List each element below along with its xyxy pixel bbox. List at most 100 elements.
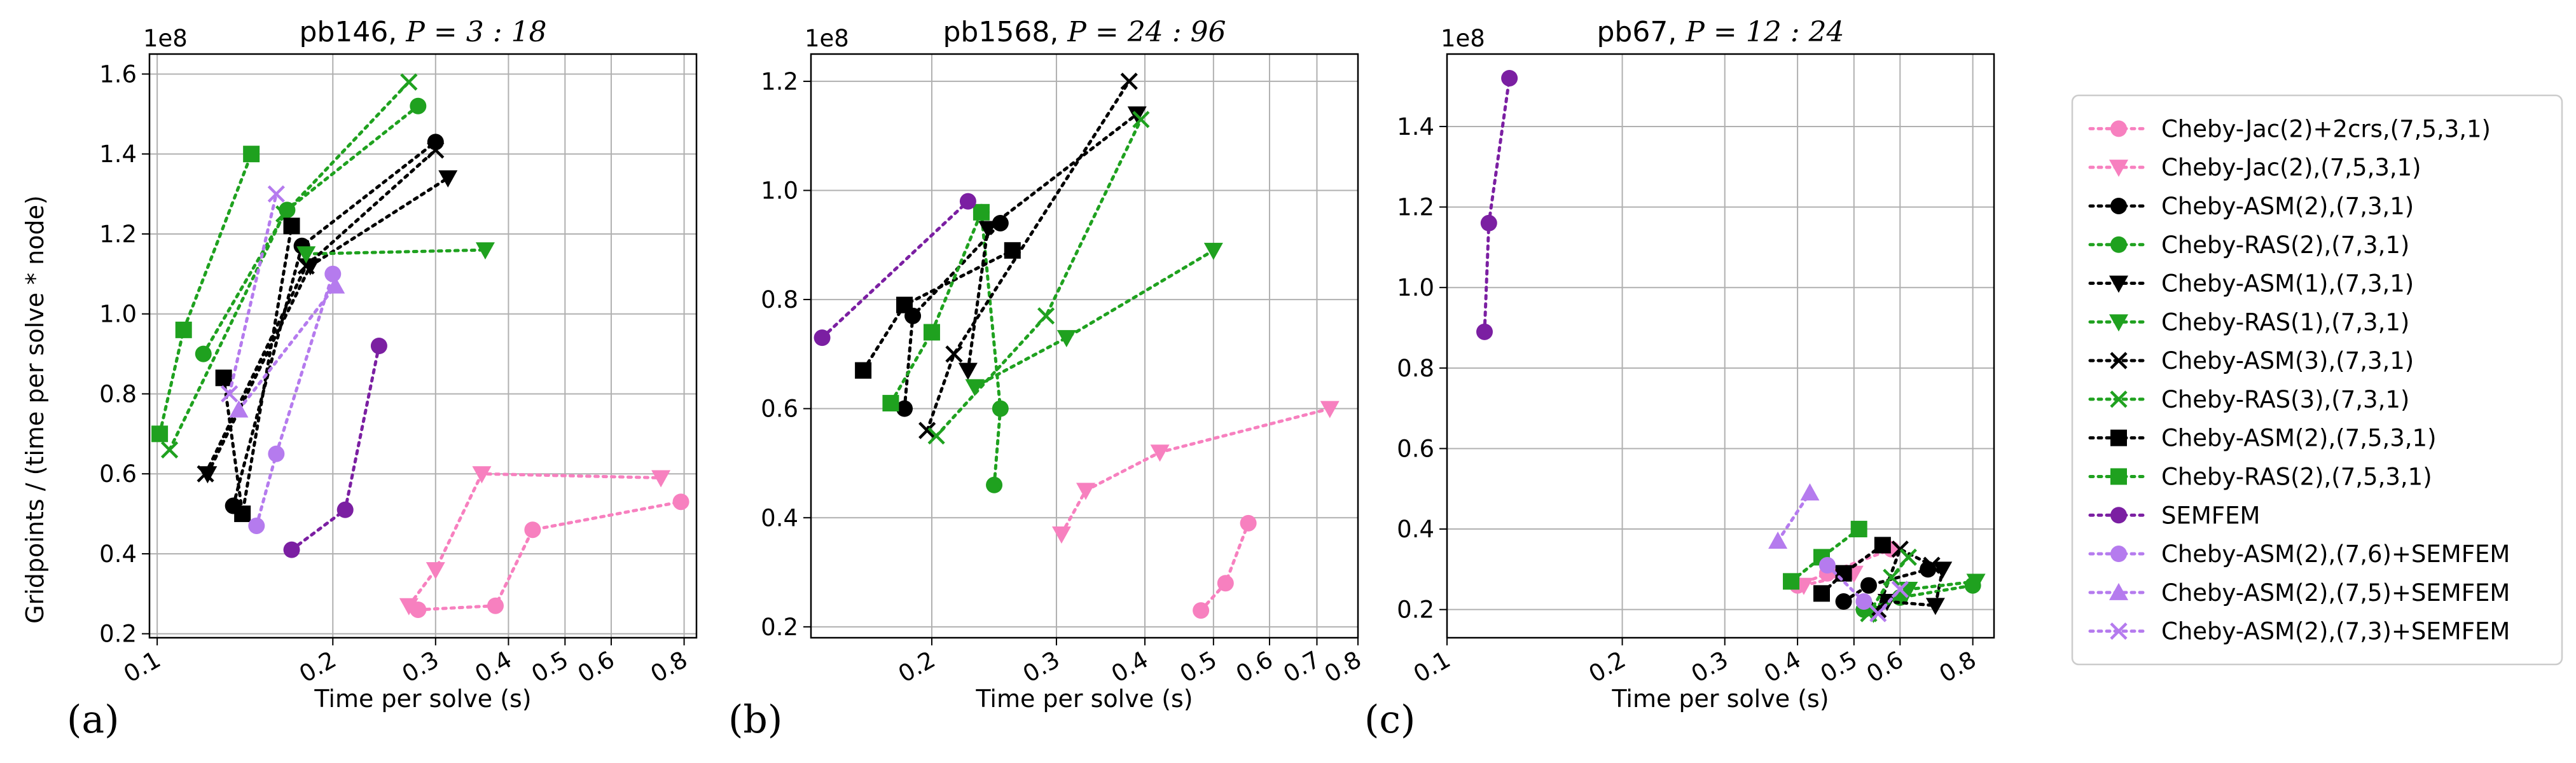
y-tick-label: 1.2 [99,221,137,248]
data-point [855,362,872,379]
series-cheby-asm-2-7-5-3-1 [855,242,1021,379]
x-tick-label: 0.6 [1231,646,1277,689]
data-point [1835,565,1852,582]
series-cheby-asm-3-7-3-1 [1869,540,1941,619]
panel-a: 0.20.40.60.81.01.21.41.60.1 0.2 0.3 0.4 0.5 0… [67,16,698,742]
data-point [1193,602,1210,619]
data-point [1783,573,1800,590]
data-point [1818,557,1836,574]
data-point [487,597,504,614]
series-line [934,118,1143,438]
series-line [407,472,663,608]
series-line [821,200,970,340]
panel-b-plot-area [811,54,1358,638]
series-cheby-asm-2-7-5-3-1 [1813,537,1891,602]
data-point [1076,483,1096,500]
data-point [336,501,354,518]
data-point [1320,401,1340,418]
y-tick-label: 1.2 [761,68,798,95]
data-point [1850,521,1867,538]
data-point [1480,214,1497,231]
data-point [1899,548,1917,566]
data-point [1476,323,1493,340]
data-point [1037,307,1055,325]
x-tick-label: 0.2 [894,646,939,689]
x-tick-label: 0.2 [294,646,340,689]
data-point [1004,242,1021,259]
legend-entry-cheby-ras-3-7-3-1: Cheby-RAS(3),(7,3,1) [2088,386,2409,413]
y-tick-label: 0.8 [761,286,798,313]
legend-entry-cheby-asm-2-7-3-semfem: Cheby-ASM(2),(7,3)+SEMFEM [2088,618,2510,645]
series-line [1842,567,1930,603]
legend-marker [2110,120,2127,137]
data-point [1874,537,1891,554]
y-tick-label: 1.0 [761,177,798,204]
panel-a-frame [148,53,698,639]
panel-a-plot-area [149,54,696,638]
data-point [1860,577,1877,594]
data-point [1240,514,1257,532]
legend-marker [2109,582,2128,600]
data-point [986,476,1003,493]
data-point [195,345,212,362]
series-line [1825,563,1866,603]
series-cheby-ras-2-7-5-3-1 [151,146,260,443]
legend-marker [2109,275,2128,293]
legend-label: Cheby-ASM(2),(7,6)+SEMFEM [2161,540,2510,568]
legend-entry-cheby-asm-2-7-3-1: Cheby-ASM(2),(7,3,1) [2088,193,2414,220]
series-cheby-jac-2-2crs-7-5-3-1 [410,493,689,618]
legend-label: Cheby-ASM(2),(7,3,1) [2161,193,2414,220]
y-tick-label: 1.6 [99,60,137,88]
data-point [197,465,214,483]
data-point [1813,585,1830,602]
data-point [300,258,320,276]
x-axis-label: Time per solve (s) [975,685,1193,713]
data-point [283,541,300,558]
legend-label: Cheby-ASM(3),(7,3,1) [2161,347,2414,375]
panels: 0.20.40.60.81.01.21.41.60.1 0.2 0.3 0.4 0.5 0… [67,16,1995,742]
data-point [992,214,1009,231]
data-point [1051,526,1071,544]
y-tick-label: 0.2 [1397,596,1434,624]
data-point [151,425,169,443]
series-semfem [1476,69,1518,340]
data-point [1501,69,1518,86]
series-cheby-asm-2-7-3-1 [1835,561,1937,610]
data-point [958,362,978,380]
x-tick-label: 0.5 [1816,646,1862,689]
legend-marker [2110,352,2128,369]
panel-label: (a) [67,698,120,742]
y-tick-label: 0.8 [99,380,137,408]
data-point [296,246,316,264]
data-point [923,324,940,341]
panel-label: (b) [728,698,782,742]
y-offset-exponent: 1e8 [143,25,188,52]
y-tick-label: 1.0 [99,301,137,328]
data-point [1925,598,1945,615]
legend-entry-cheby-asm-3-7-3-1: Cheby-ASM(3),(7,3,1) [2088,347,2414,375]
y-tick-label: 0.8 [1397,355,1434,382]
legend-marker [2110,390,2128,408]
legend-marker [2109,314,2128,332]
panel-b: 0.20.40.60.81.01.20.2 0.3 0.4 0.5 0.6 0.70.8p… [728,16,1366,742]
series-cheby-asm-2-7-5-semfem [229,276,345,418]
data-point [973,203,990,221]
y-tick-label: 0.6 [761,395,798,423]
x-tick-label: 0.3 [1018,646,1064,689]
x-tick-label: 0.8 [646,646,692,689]
series-cheby-asm-3-7-3-1 [918,72,1138,439]
legend-entry-cheby-asm-2-7-5-3-1: Cheby-ASM(2),(7,5,3,1) [2088,425,2437,452]
y-tick-label: 0.2 [99,621,137,648]
data-point [427,134,444,151]
legend-label: Cheby-Jac(2),(7,5,3,1) [2161,154,2421,181]
data-point [234,505,251,523]
x-axis-label: Time per solve (s) [1611,685,1829,713]
legend-label: Cheby-ASM(2),(7,5,3,1) [2161,425,2437,452]
y-tick-label: 1.4 [99,141,137,168]
y-tick-label: 0.4 [761,504,798,532]
panel-c-plot-area [1447,54,1994,638]
series-cheby-asm-2-7-3-semfem [1869,581,1909,622]
data-point [1132,111,1150,128]
data-point [1883,568,1901,586]
data-point [1855,593,1873,610]
